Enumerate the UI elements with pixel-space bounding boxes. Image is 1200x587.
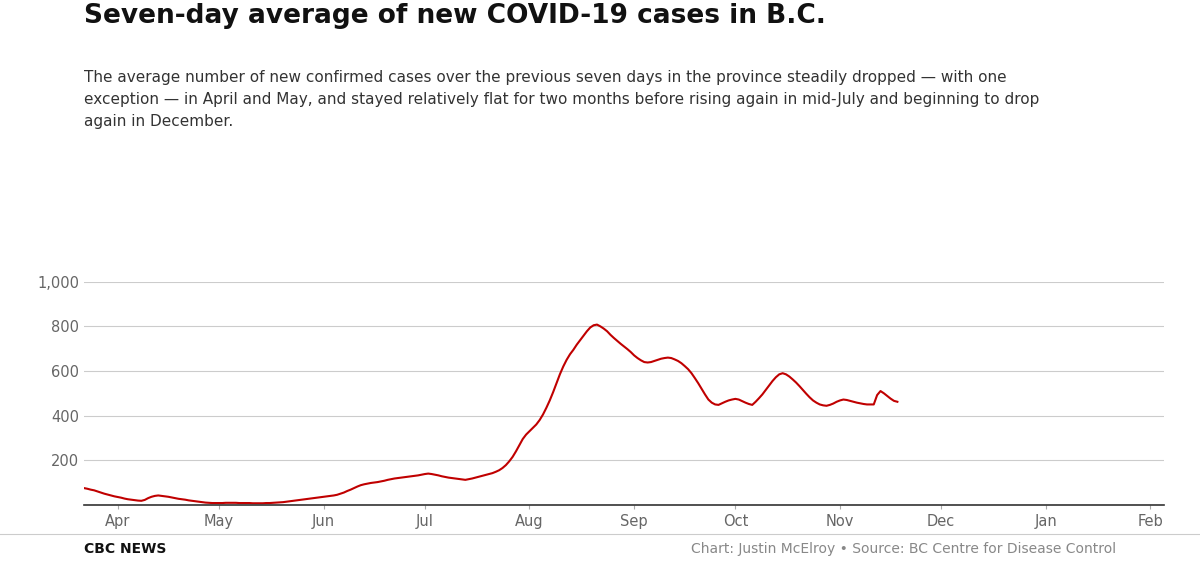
Text: The average number of new confirmed cases over the previous seven days in the pr: The average number of new confirmed case… xyxy=(84,70,1039,129)
Text: CBC NEWS: CBC NEWS xyxy=(84,542,167,556)
Text: Chart: Justin McElroy • Source: BC Centre for Disease Control: Chart: Justin McElroy • Source: BC Centr… xyxy=(691,542,1116,556)
Text: Seven-day average of new COVID-19 cases in B.C.: Seven-day average of new COVID-19 cases … xyxy=(84,3,826,29)
